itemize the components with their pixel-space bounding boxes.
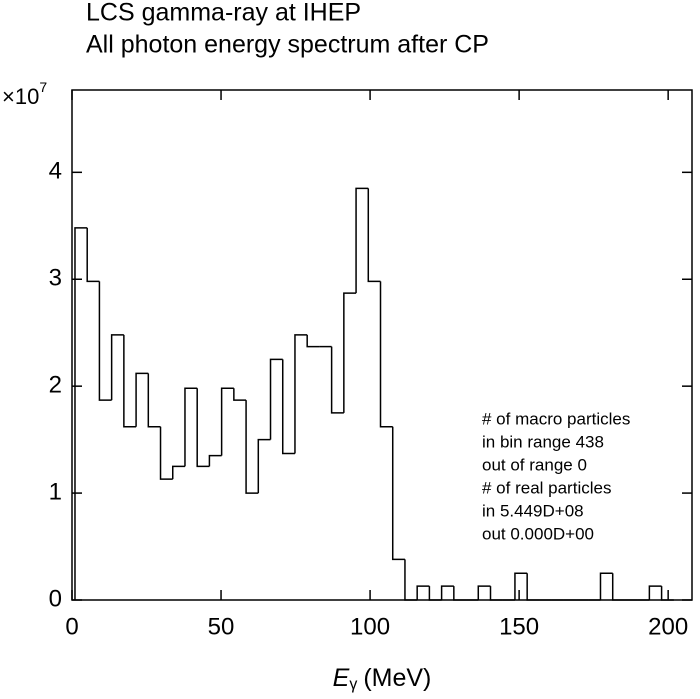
histogram-bar <box>416 585 430 600</box>
y-tick-label: 3 <box>49 265 62 292</box>
histogram-bar <box>245 400 259 494</box>
histogram-bar <box>269 358 283 440</box>
histogram-bar <box>147 373 161 428</box>
histogram-bar <box>306 334 320 348</box>
x-label-subscript: γ <box>349 676 357 693</box>
x-tick-label: 0 <box>65 613 78 640</box>
x-axis-label: Eγ (MeV) <box>333 664 432 694</box>
histogram-bar <box>184 387 198 467</box>
x-label-unit: (MeV) <box>363 664 431 692</box>
y-tick-label: 4 <box>49 158 62 185</box>
histogram-bar <box>526 573 540 601</box>
y-tick-label: 0 <box>49 585 62 612</box>
annotation: out 0.000D+00 <box>482 524 594 543</box>
histogram-bar <box>367 188 381 283</box>
histogram-bar <box>453 586 467 601</box>
chart-subtitle: All photon energy spectrum after CP <box>86 31 489 59</box>
histogram-bar <box>233 388 247 401</box>
histogram-bar <box>391 426 405 561</box>
histogram-bar <box>294 334 308 454</box>
plot-frame <box>71 89 693 601</box>
histogram-bar <box>379 281 393 428</box>
histogram-bar <box>599 572 613 600</box>
annotation: # of macro particles <box>482 409 630 428</box>
histogram-bar <box>440 585 454 600</box>
histogram-bar <box>172 465 185 480</box>
histogram-bar <box>611 573 625 601</box>
histogram-bar <box>355 187 369 294</box>
histogram-bar <box>135 372 149 427</box>
histogram-bar <box>514 572 528 600</box>
histogram-bar <box>98 281 112 401</box>
annotation: out of range 0 <box>482 455 587 474</box>
histogram-bar <box>74 227 88 600</box>
x-tick-label: 50 <box>208 613 235 640</box>
y-tick-label: 2 <box>49 372 62 399</box>
histogram-bar <box>428 586 442 601</box>
x-label-symbol: E <box>333 664 350 692</box>
histogram-bar <box>159 426 173 480</box>
annotation: in bin range 438 <box>482 432 604 451</box>
histogram-bar <box>257 438 271 494</box>
annotation: in 5.449D+08 <box>482 501 584 520</box>
histogram-bar <box>330 346 344 414</box>
annotation: # of real particles <box>482 478 611 497</box>
histogram-bar <box>660 586 674 601</box>
multiplier-exponent: 7 <box>39 79 47 95</box>
x-tick-label: 200 <box>648 613 688 640</box>
x-tick-label: 150 <box>499 613 539 640</box>
histogram-bar <box>196 388 210 468</box>
histogram-bar <box>489 586 503 601</box>
histogram-bar <box>343 292 357 413</box>
y-multiplier: ×107 <box>2 79 47 109</box>
histogram-bar <box>477 585 491 600</box>
histogram-bar <box>208 454 222 467</box>
x-tick-label: 100 <box>350 613 390 640</box>
y-tick-label: 1 <box>49 478 62 505</box>
histogram-bar <box>648 585 662 600</box>
histogram-bar <box>110 334 124 401</box>
histogram-bar <box>123 334 137 428</box>
multiplier-base: ×10 <box>2 84 39 109</box>
histogram-bar <box>86 227 100 283</box>
histogram-bar <box>404 559 418 601</box>
chart-title: LCS gamma-ray at IHEP <box>86 0 361 27</box>
histogram-bar <box>220 387 234 456</box>
histogram-bar <box>281 359 295 455</box>
